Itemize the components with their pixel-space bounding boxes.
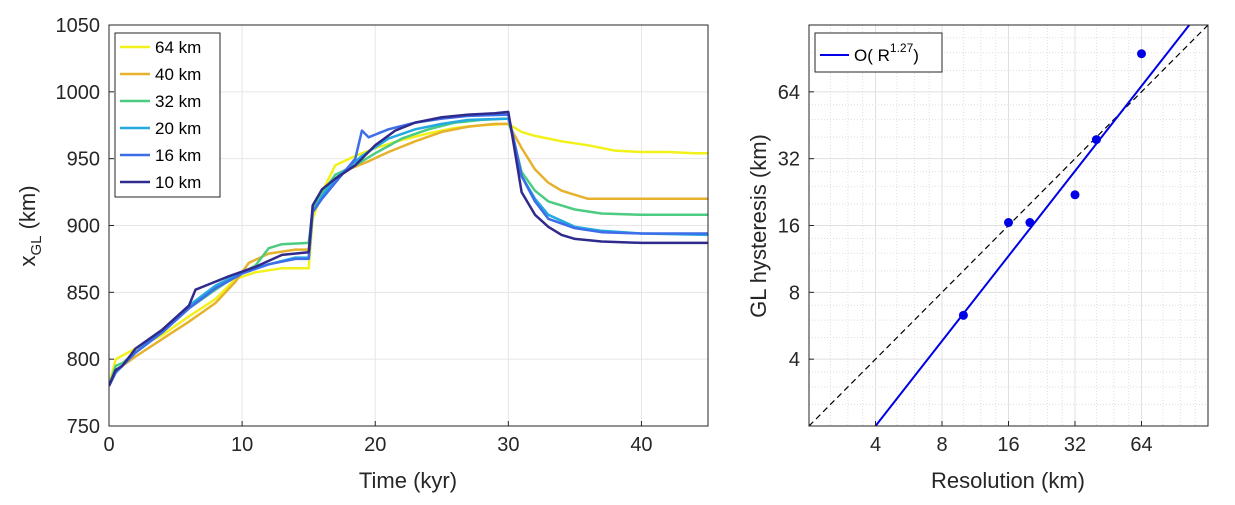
left-x-tick-label: 30: [497, 434, 519, 456]
data-point: [1004, 218, 1013, 228]
left-x-tick-label: 10: [231, 434, 253, 456]
left-series-lines: [109, 110, 708, 387]
left-y-tick-label: 750: [67, 416, 100, 438]
series-line-20-km: [109, 117, 708, 387]
time-series-chart: 0 10 20 30 40 750 800 850 900 950 1000 1050 Time (k…: [15, 15, 709, 493]
right-y-tick-label: 64: [778, 82, 800, 104]
left-ticks: 0 10 20 30 40 750 800 850 900 950 1000 1050: [56, 15, 653, 456]
legend-label-64-km: 64 km: [155, 38, 201, 57]
fit-legend-tail: ): [913, 46, 919, 65]
left-y-tick-label: 800: [67, 349, 100, 371]
left-y-tick-label: 1050: [56, 15, 101, 37]
left-legend: 64 km 40 km 32 km 20 km 16 km 10 km: [114, 32, 221, 198]
left-y-axis-label: xGL (km): [15, 185, 45, 266]
series-line-64-km: [109, 122, 708, 387]
data-point: [1137, 49, 1146, 59]
fit-legend-exponent: 1.27: [890, 41, 914, 55]
left-y-label-sub: GL: [28, 236, 45, 256]
series-line-40-km: [109, 122, 708, 387]
left-x-tick-label: 40: [630, 434, 652, 456]
left-y-tick-label: 850: [67, 282, 100, 304]
left-legend-box: [114, 32, 221, 198]
fit-legend-label: O( R1.27): [854, 41, 919, 65]
series-line-16-km: [109, 113, 708, 387]
right-legend: O( R1.27): [814, 32, 943, 73]
left-x-tick-label: 0: [103, 434, 114, 456]
right-x-tick-label: 32: [1064, 434, 1086, 456]
right-x-tick-label: 16: [997, 434, 1019, 456]
hysteresis-chart: 4 8 16 32 64 4 8 16 32 64 Resolution (km) GL hyst…: [746, 24, 1209, 493]
right-y-tick-label: 16: [778, 216, 800, 238]
right-y-axis-label: GL hysteresis (km): [746, 134, 771, 318]
fit-legend-main: O( R: [854, 46, 890, 65]
right-legend-box: [814, 32, 943, 73]
right-marks: [809, 25, 1208, 426]
right-x-tick-label: 8: [936, 434, 947, 456]
right-x-axis-label: Resolution (km): [931, 468, 1085, 493]
left-y-tick-label: 1000: [56, 82, 101, 104]
left-x-tick-label: 20: [364, 434, 386, 456]
right-y-tick-label: 32: [778, 149, 800, 171]
legend-label-10-km: 10 km: [155, 173, 201, 192]
right-x-tick-label: 4: [870, 434, 881, 456]
right-ticks: 4 8 16 32 64 4 8 16 32 64: [778, 82, 1153, 456]
data-point: [1091, 135, 1101, 145]
left-y-tick-label: 900: [67, 216, 100, 238]
left-y-label-main: x: [15, 256, 40, 267]
fit-line: [874, 25, 1191, 426]
legend-label-32-km: 32 km: [155, 92, 201, 111]
data-point: [1070, 190, 1080, 200]
legend-label-20-km: 20 km: [155, 119, 201, 138]
left-y-label-tail: (km): [15, 185, 40, 235]
legend-label-16-km: 16 km: [155, 146, 201, 165]
left-y-tick-label: 950: [67, 149, 100, 171]
left-x-axis-label: Time (kyr): [359, 468, 457, 493]
data-point: [1025, 218, 1035, 228]
data-point: [958, 310, 968, 320]
series-line-10-km: [109, 110, 708, 387]
legend-label-40-km: 40 km: [155, 65, 201, 84]
right-x-tick-label: 64: [1130, 434, 1152, 456]
right-y-tick-label: 4: [789, 349, 800, 371]
right-y-tick-label: 8: [789, 282, 800, 304]
